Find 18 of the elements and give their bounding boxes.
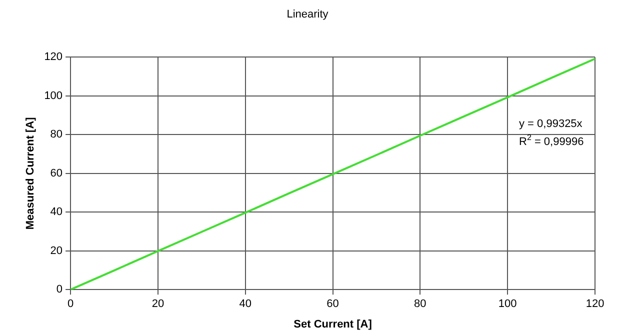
x-tick-label: 120 xyxy=(586,298,604,310)
y-tick-label: 120 xyxy=(44,51,63,64)
y-tick-label: 0 xyxy=(56,284,63,296)
x-tick-label: 60 xyxy=(326,298,339,310)
y-tick-label: 100 xyxy=(44,90,63,102)
y-tick-label: 20 xyxy=(50,244,63,257)
y-tick-label: 80 xyxy=(50,128,63,141)
y-tick-label: 40 xyxy=(50,206,63,218)
x-tick-label: 100 xyxy=(498,298,517,310)
x-tick-label: 0 xyxy=(67,298,74,310)
x-tick-label: 40 xyxy=(239,298,252,310)
annotation: y = 0,99325x xyxy=(519,118,583,130)
x-axis-title: Set Current [A] xyxy=(294,318,372,330)
chart-title: Linearity xyxy=(286,8,329,21)
y-axis-title: Measured Current [A] xyxy=(24,116,37,230)
x-tick-label: 80 xyxy=(414,298,426,310)
y-tick-label: 60 xyxy=(50,167,63,180)
x-tick-label: 20 xyxy=(152,298,164,310)
